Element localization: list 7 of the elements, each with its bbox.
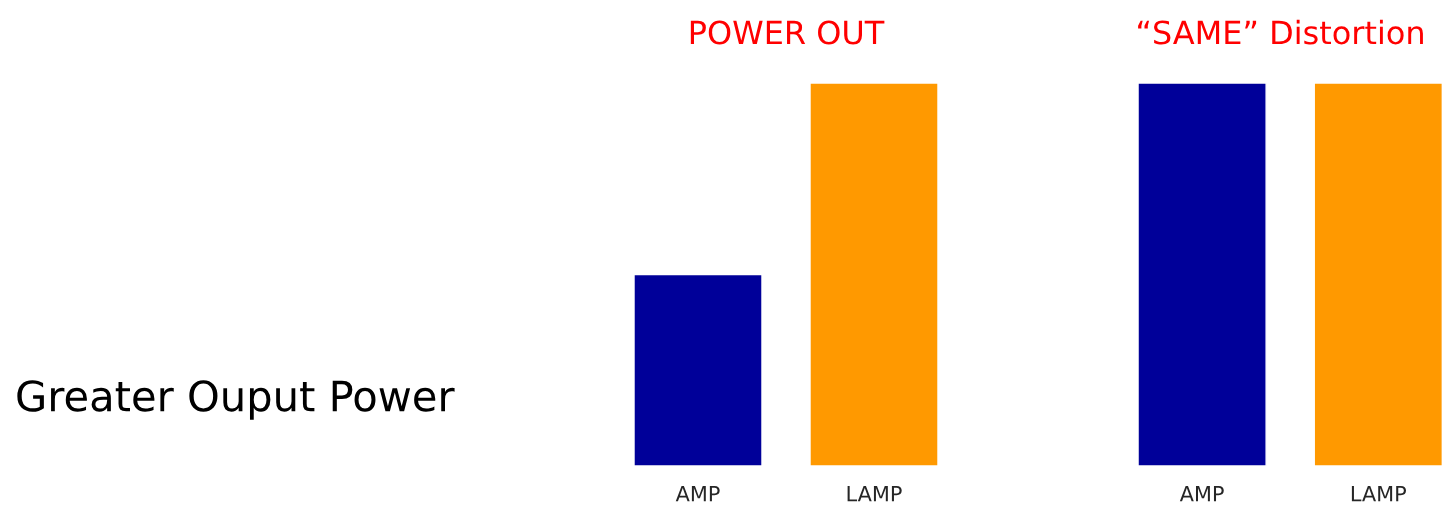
x-tick-label: AMP: [1179, 486, 1224, 502]
text: Greater Ouput Power: [17, 380, 455, 420]
x-tick-label: LAMP: [1351, 486, 1407, 502]
chart-title: “SAME” Distortion: [1138, 19, 1423, 45]
x-tick-label: LAMP: [847, 486, 902, 502]
x-tick-label: AMP: [675, 486, 720, 502]
chart-title: POWER OUT: [690, 20, 885, 45]
